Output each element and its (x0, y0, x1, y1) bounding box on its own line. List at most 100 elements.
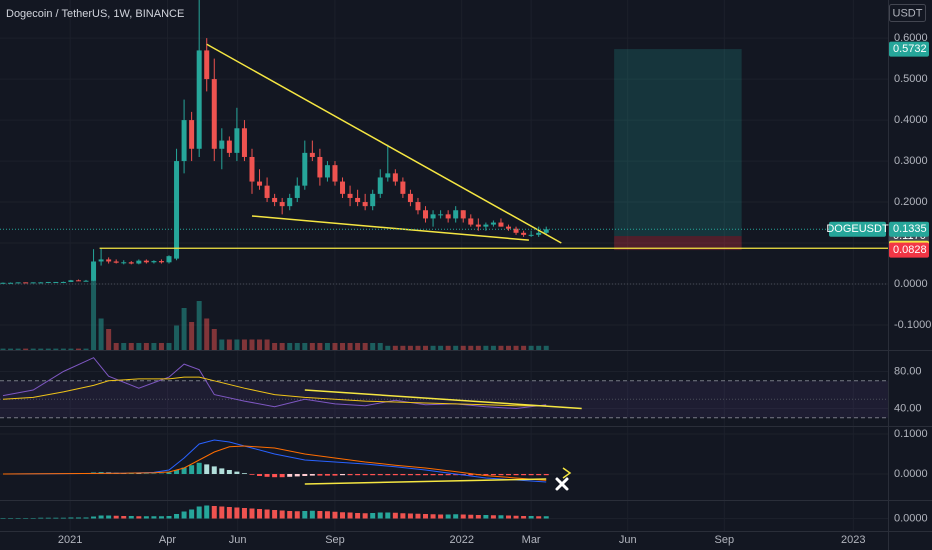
last-price-label: 0.1335 (893, 223, 927, 235)
volume-bar (362, 343, 368, 350)
candle-body (483, 224, 489, 227)
candle-body (309, 152, 315, 157)
indicator-line (2, 445, 547, 481)
indicator-line (2, 376, 547, 407)
volume-bar (196, 301, 202, 350)
histogram-bar (407, 513, 413, 519)
candle-body (347, 193, 353, 198)
volume-bar (475, 345, 481, 350)
histogram-bar (23, 518, 29, 519)
candle-body (340, 181, 346, 194)
y-tick-label: 0.3000 (894, 155, 928, 167)
volume-bar (438, 345, 444, 350)
price-label-box (889, 242, 929, 258)
candle-body (400, 181, 406, 194)
histogram-bar (347, 474, 353, 476)
histogram-bar (204, 505, 210, 519)
x-tick-label: Sep (714, 534, 734, 546)
candle-body (143, 260, 149, 263)
candle-body (498, 222, 504, 227)
y-tick-label: 0.1000 (894, 428, 928, 440)
histogram-bar (219, 468, 225, 474)
histogram-bar (83, 517, 89, 519)
volume-bar (181, 308, 187, 350)
candle-body (445, 214, 451, 219)
histogram-bar (241, 508, 247, 519)
candle-body (166, 256, 172, 263)
volume-bar (219, 339, 225, 350)
histogram-bar (475, 515, 481, 519)
histogram-bar (407, 474, 413, 476)
y-tick-label: 0.5000 (894, 73, 928, 85)
histogram-bar (324, 511, 330, 519)
histogram-bar (234, 471, 240, 474)
candle-body (0, 282, 6, 284)
histogram-bar (75, 517, 81, 519)
histogram-bar (445, 514, 451, 519)
volume-bar (75, 348, 81, 350)
volume-bar (445, 345, 451, 350)
histogram-bar (279, 510, 285, 519)
x-tick-label: Apr (159, 534, 176, 546)
histogram-bar (483, 515, 489, 519)
histogram-bar (226, 470, 232, 474)
trendline (304, 478, 547, 485)
histogram-bar (317, 511, 323, 519)
candle-body (407, 193, 413, 203)
histogram-bar (377, 474, 383, 476)
candle-body (196, 50, 202, 149)
volume-bar (53, 348, 59, 350)
histogram-bar (136, 516, 142, 519)
histogram-bar (513, 474, 519, 476)
volume-bar (302, 343, 308, 350)
histogram-bar (453, 474, 459, 476)
volume-bar (377, 343, 383, 350)
volume-bar (249, 339, 255, 350)
x-tick-label: 2023 (841, 534, 865, 546)
candle-body (415, 202, 421, 211)
volume-bar (294, 343, 300, 350)
histogram-bar (317, 474, 323, 476)
histogram-bar (189, 465, 195, 474)
candle-body (219, 140, 225, 149)
price-label: 0.0828 (893, 244, 927, 256)
currency-label[interactable]: USDT (893, 7, 923, 19)
candle-body (68, 280, 74, 282)
histogram-bar (174, 514, 180, 519)
histogram-bar (128, 516, 134, 519)
candle-body (23, 282, 29, 284)
histogram-bar (0, 518, 6, 519)
histogram-bar (362, 474, 368, 476)
histogram-bar (521, 516, 527, 519)
histogram-bar (543, 474, 549, 476)
volume-bar (204, 318, 210, 350)
volume-bar (264, 339, 270, 350)
candle-body (324, 165, 330, 178)
histogram-bar (490, 474, 496, 476)
candle-body (128, 262, 134, 264)
candle-body (490, 222, 496, 225)
candle-body (136, 260, 142, 264)
trendline (304, 389, 582, 410)
histogram-bar (528, 516, 534, 519)
volume-bar (355, 343, 361, 350)
histogram-bar (430, 474, 436, 476)
candle-body (513, 228, 519, 233)
candle-body (204, 50, 210, 80)
candle-body (264, 185, 270, 198)
histogram-bar (211, 506, 217, 519)
histogram-bar (196, 506, 202, 519)
histogram-bar (128, 473, 134, 474)
y-tick-label: 40.00 (894, 402, 922, 414)
histogram-bar (196, 462, 202, 474)
volume-bar (106, 329, 112, 350)
candle-body (189, 120, 195, 149)
histogram-bar (15, 518, 21, 519)
candle-body (106, 259, 112, 262)
candle-body (211, 79, 217, 149)
currency-box[interactable] (889, 4, 926, 22)
candle-body (355, 197, 361, 203)
x-tick-label: 2021 (58, 534, 82, 546)
last-price-box (889, 221, 929, 237)
candle-body (249, 156, 255, 182)
